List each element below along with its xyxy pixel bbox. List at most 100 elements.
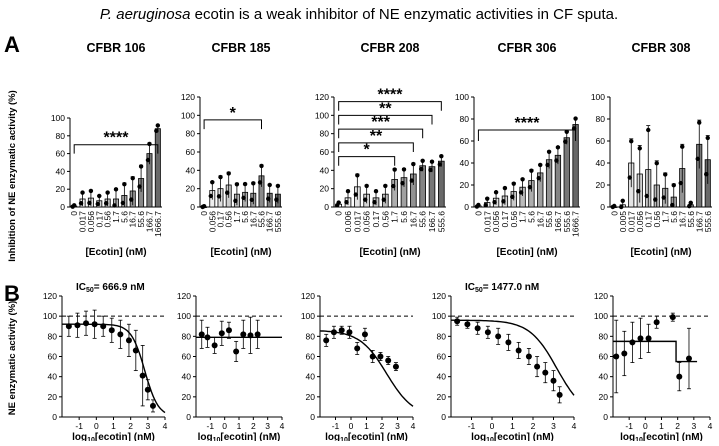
y-tick-label: 40 — [48, 372, 58, 382]
x-tick-label: 0 — [473, 211, 483, 216]
data-point — [254, 331, 261, 338]
x-axis-label: log10[ecotin] (nM) — [198, 432, 281, 441]
x-axis-label-pre: log — [198, 432, 213, 441]
x-tick-label: 16.7 — [677, 211, 687, 228]
data-dot — [439, 154, 444, 159]
data-point — [211, 342, 218, 349]
x-tick-label: 16.7 — [128, 211, 138, 228]
data-dot — [392, 167, 397, 172]
data-point — [361, 331, 368, 338]
x-axis-label: [Ecotin] (nM) — [496, 247, 557, 258]
data-dot — [274, 197, 279, 202]
data-point — [83, 320, 90, 327]
ic50-label-sub: 50 — [86, 287, 94, 294]
significance-bracket — [338, 101, 442, 111]
data-point — [454, 318, 461, 325]
x-tick-label: 1 — [237, 421, 242, 431]
x-tick-label: 4 — [280, 421, 285, 431]
data-dot — [70, 204, 75, 209]
y-tick-label: 0 — [186, 412, 191, 422]
x-axis-label: [Ecotin] (nM) — [630, 247, 691, 258]
x-tick-label: 0.017 — [482, 211, 492, 233]
x-axis-label-post: [ecotin] (nM) — [220, 432, 280, 441]
dose-response-chart-5: 0 20 40 60 80 100 120 -1 0 1 2 3 4 log10[ecotin] (nM) — [594, 291, 713, 444]
data-dot — [266, 196, 271, 201]
x-tick-label: 5.6 — [399, 211, 409, 223]
figure-title-italic: P. aeruginosa — [100, 6, 191, 23]
y-tick-label: 60 — [306, 352, 316, 362]
data-dot — [355, 173, 360, 178]
data-dot — [564, 129, 569, 134]
data-dot — [545, 162, 550, 168]
data-point — [542, 369, 549, 376]
data-dot — [546, 149, 552, 154]
bar — [563, 137, 570, 208]
y-tick-label: 40 — [599, 372, 609, 382]
x-tick-label: 0.056 — [491, 211, 501, 233]
y-tick-label: 20 — [437, 392, 447, 402]
data-dot — [680, 144, 685, 149]
y-tick-label: 80 — [48, 331, 58, 341]
data-dot — [147, 141, 152, 147]
x-axis-label: [Ecotin] (nM) — [85, 247, 146, 258]
bar-chart-1: CFBR 10602040608010000.0170.0560.170.561… — [51, 41, 163, 258]
data-dot — [501, 199, 506, 204]
data-point — [515, 347, 522, 354]
data-dot — [242, 181, 248, 187]
significance-label: * — [230, 105, 237, 122]
data-dot — [120, 200, 126, 206]
x-tick-label: 5.6 — [526, 211, 536, 223]
data-dot — [627, 175, 632, 180]
x-tick-label: 1.7 — [390, 211, 400, 223]
data-point — [144, 386, 151, 393]
y-tick-label: 80 — [182, 331, 192, 341]
y-tick-label: 40 — [437, 372, 447, 382]
data-dot — [154, 128, 159, 134]
x-tick-label: 2 — [531, 421, 536, 431]
x-tick-label: 1666.7 — [571, 211, 581, 237]
data-dot — [636, 188, 641, 194]
x-tick-label: 0.17 — [643, 211, 653, 228]
significance-bracket — [338, 114, 433, 125]
data-dot — [518, 190, 524, 195]
x-axis-label: log10[ecotin] (nM) — [620, 432, 703, 441]
y-tick-label: 80 — [596, 114, 606, 124]
data-dot — [671, 183, 676, 188]
significance-label: * — [364, 142, 371, 159]
data-point — [91, 321, 98, 328]
data-dot — [619, 204, 624, 210]
x-tick-label: 3 — [691, 421, 696, 431]
x-tick-label: 1 — [659, 421, 664, 431]
data-dot — [251, 181, 256, 186]
x-tick-label: 3 — [265, 421, 270, 431]
data-point — [149, 402, 156, 409]
chart-title: CFBR 306 — [497, 41, 556, 55]
y-tick-label: 40 — [186, 165, 196, 175]
data-dot — [225, 190, 230, 195]
significance-bracket — [338, 142, 414, 152]
bar — [438, 160, 445, 208]
y-tick-label: 60 — [186, 147, 196, 157]
data-dot — [87, 200, 92, 206]
significance-label: **** — [378, 87, 404, 104]
y-tick-label: 100 — [455, 92, 469, 102]
y-tick-label: 120 — [594, 291, 608, 301]
bar — [154, 128, 161, 208]
data-dot — [155, 123, 161, 128]
data-dot — [137, 184, 142, 189]
y-tick-label: 60 — [56, 149, 66, 159]
data-point — [323, 337, 330, 344]
data-dot — [637, 146, 642, 151]
ic50-label-sub: 50 — [475, 287, 483, 294]
x-tick-label: 0.017 — [352, 211, 362, 233]
bar — [428, 166, 436, 208]
ic50-label-value: = 1477.0 nM — [483, 282, 539, 293]
y-tick-label: 80 — [56, 131, 66, 141]
y-tick-label: 20 — [320, 184, 330, 194]
data-dot — [103, 201, 109, 206]
data-dot — [646, 127, 651, 133]
data-dot — [502, 185, 508, 191]
significance-bracket — [73, 144, 159, 154]
x-tick-label: 55.6 — [257, 211, 267, 228]
y-tick-label: 80 — [306, 331, 316, 341]
